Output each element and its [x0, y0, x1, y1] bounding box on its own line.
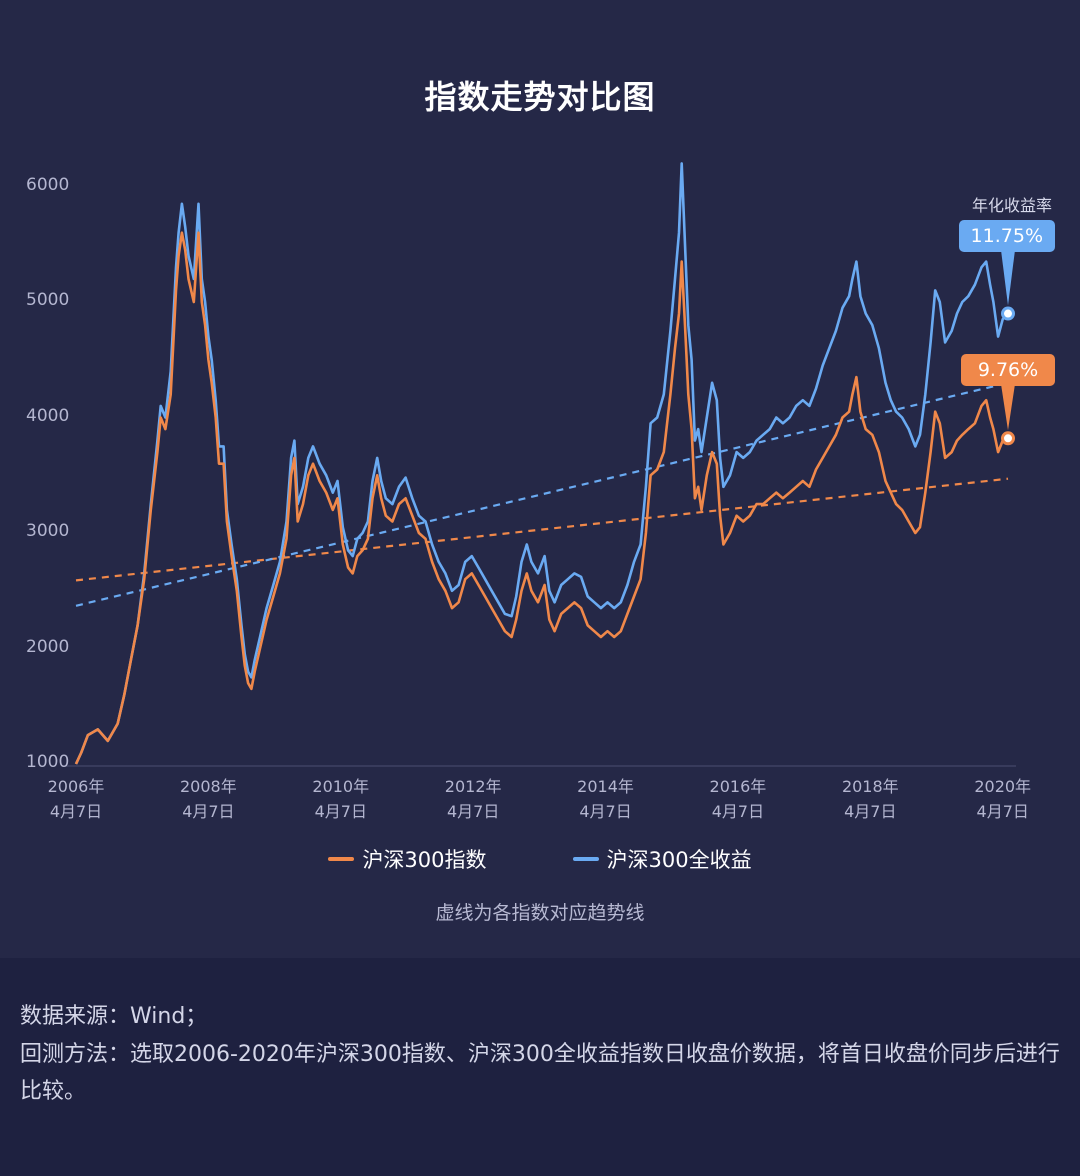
badge-pointer-total-return	[1001, 250, 1015, 306]
trendline-note: 虚线为各指数对应趋势线	[435, 902, 645, 924]
chart-title: 指数走势对比图	[424, 78, 656, 116]
legend-item-index: 沪深300指数	[328, 844, 487, 874]
x-tick-label: 2014年 4月7日	[577, 777, 634, 821]
series-line-total-return	[74, 162, 1009, 765]
badge-pointer-index	[1001, 384, 1015, 431]
chart-area: 指数走势对比图 年化收益率 11.75% 9.76% 沪深300指数 沪深300…	[0, 78, 1080, 924]
end-marker-total-return	[1001, 306, 1015, 321]
method-text: 回测方法：选取2006-2020年沪深300指数、沪深300全收益指数日收盘价数…	[20, 1042, 1060, 1104]
legend-label-total-return: 沪深300全收益	[606, 848, 752, 872]
x-tick-label: 2018年 4月7日	[841, 777, 899, 821]
y-tick-label: 2000	[26, 636, 70, 657]
x-tick-label: 2008年 4月7日	[180, 777, 237, 821]
x-tick-label: 2010年 4月7日	[312, 777, 370, 821]
y-tick-label: 6000	[26, 174, 70, 195]
trendline-index	[75, 477, 1009, 582]
x-tick-label: 2016年 4月7日	[709, 777, 767, 821]
y-tick-label: 4000	[26, 405, 70, 426]
annualized-return-label: 年化收益率	[971, 196, 1052, 215]
x-tick-label: 2020年 4月7日	[974, 777, 1032, 821]
index-return-badge: 9.76%	[961, 354, 1055, 386]
chart-svg	[62, 162, 1016, 767]
x-tick-label: 2006年 4月7日	[47, 777, 105, 821]
footer: 数据来源：Wind； 回测方法：选取2006-2020年沪深300指数、沪深30…	[0, 958, 1080, 1176]
legend-label-index: 沪深300指数	[362, 848, 487, 872]
end-marker-index	[1001, 431, 1015, 446]
legend-swatch-index	[328, 857, 355, 861]
y-tick-label: 3000	[26, 521, 70, 541]
legend: 沪深300指数 沪深300全收益	[0, 844, 1080, 874]
trendline-total-return	[75, 381, 1009, 607]
legend-swatch-total-return	[572, 857, 599, 861]
total-return-badge: 11.75%	[958, 220, 1055, 252]
y-tick-label: 5000	[26, 290, 70, 310]
y-tick-label: 1000	[26, 752, 70, 772]
legend-item-total-return: 沪深300全收益	[572, 844, 752, 874]
x-tick-label: 2012年 4月7日	[444, 777, 502, 821]
data-source-text: 数据来源：Wind；	[20, 1004, 208, 1029]
series-line-index	[74, 231, 1009, 765]
